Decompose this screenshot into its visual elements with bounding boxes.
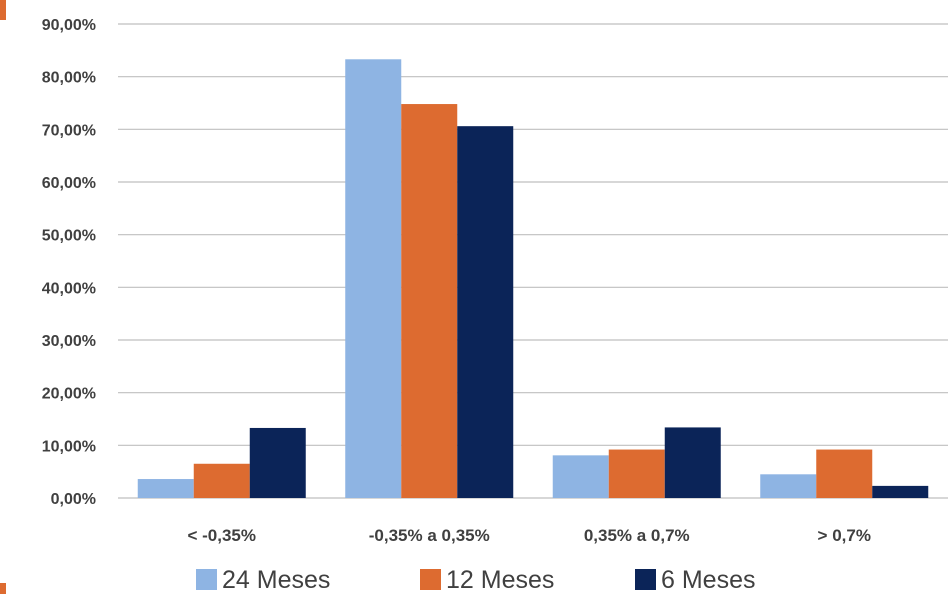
legend: 24 Meses 12 Meses 6 Meses [196,566,755,594]
bar [401,104,458,498]
legend-label: 24 Meses [222,566,330,594]
y-tick-label: 80,00% [42,70,96,87]
y-tick-label: 40,00% [42,280,96,297]
bar [760,474,817,498]
y-tick-label: 30,00% [42,333,96,350]
bar [608,449,665,498]
bar [345,59,402,498]
legend-swatch [420,569,441,590]
bar [457,126,514,498]
y-tick-label: 70,00% [42,122,96,139]
y-tick-label: 20,00% [42,386,96,403]
legend-swatch [196,569,217,590]
y-tick-label: 50,00% [42,228,96,245]
slide-accent-bottom [0,583,6,594]
x-axis-category-labels: < -0,35% -0,35% a 0,35% 0,35% a 0,7% > 0,7% [187,526,870,545]
x-category-label: < -0,35% [187,526,256,545]
y-tick-label: 90,00% [42,17,96,34]
legend-label: 12 Meses [446,566,554,594]
x-category-label: > 0,7% [818,526,871,545]
y-axis-tick-labels: 0,00% 10,00% 20,00% 30,00% 40,00% 50,00% 60,00… [42,17,96,508]
bar [249,427,306,498]
legend-label: 6 Meses [661,566,755,594]
x-category-label: -0,35% a 0,35% [369,526,490,545]
bar-series [137,59,929,498]
slide-accent-top [0,0,6,20]
bar [137,479,194,498]
gridlines [118,23,948,499]
legend-swatch [635,569,656,590]
bar [872,485,929,498]
bar [664,427,721,498]
x-category-label: 0,35% a 0,7% [584,526,690,545]
bar [552,455,609,498]
bar [816,449,873,498]
y-tick-label: 0,00% [51,491,96,508]
y-tick-label: 10,00% [42,438,96,455]
bar [193,463,250,498]
y-tick-label: 60,00% [42,175,96,192]
